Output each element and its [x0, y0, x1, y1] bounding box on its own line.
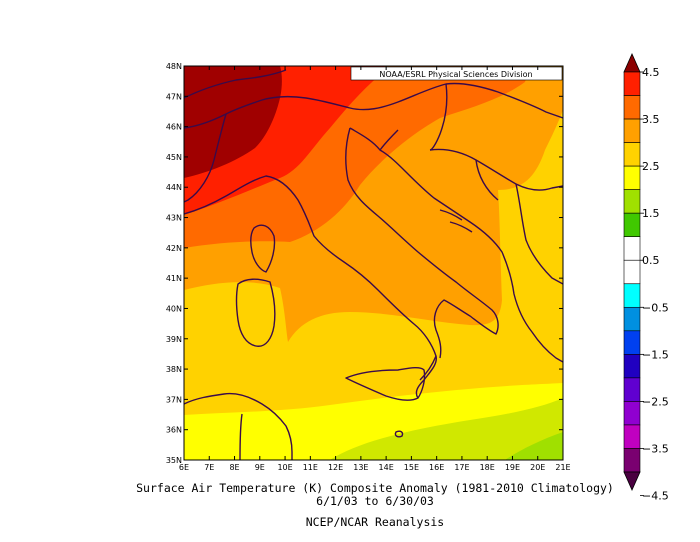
lon-tick-label: 14E — [379, 463, 394, 472]
colorbar-label: −0.5 — [642, 301, 669, 314]
longitude-ticks: 6E 7E 8E 9E 10E 11E 12E 13E 14E 15E 16E 17E 18E 19E 20… — [179, 66, 571, 472]
lat-tick-label: 36N — [166, 426, 182, 435]
lat-tick-label: 43N — [166, 214, 182, 223]
lat-tick-label: 35N — [166, 456, 182, 465]
lon-tick-label: 12E — [328, 463, 343, 472]
colorbar-segment — [623, 448, 641, 473]
colorbar-segment — [623, 306, 641, 332]
lon-tick-label: 7E — [204, 463, 214, 472]
colorbar-segment — [623, 330, 641, 355]
colorbar-segment — [623, 401, 641, 426]
caption-dates: 6/1/03 to 6/30/03 — [316, 494, 434, 508]
colorbar-label: −1.5 — [642, 348, 669, 361]
colorbar-top-arrow — [623, 53, 641, 73]
colorbar-segment — [623, 71, 641, 96]
lat-tick-label: 45N — [166, 153, 182, 162]
lat-tick-label: 47N — [166, 92, 182, 101]
lon-tick-label: 10E — [277, 463, 292, 472]
colorbar-segment — [623, 165, 641, 190]
colorbar-segment — [623, 259, 641, 285]
credit-box — [350, 66, 563, 81]
lon-tick-label: 13E — [353, 463, 368, 472]
contour-0p5-1p0 — [505, 432, 563, 460]
lon-tick-label: 6E — [179, 463, 189, 472]
lon-tick-label: 16E — [429, 463, 444, 472]
colorbar-segment — [623, 354, 641, 379]
lon-tick-label: 9E — [255, 463, 265, 472]
colorbar-label: −2.5 — [642, 395, 669, 408]
lon-tick-label: 20E — [530, 463, 545, 472]
colorbar-label: −4.5 — [642, 490, 669, 503]
colorbar-segment — [623, 236, 641, 261]
colorbar: 4.5 3.5 2.5 1.5 0.5 −0.5 −1.5 −2.5 −3.5 −4.5 — [623, 53, 669, 503]
lon-tick-label: 8E — [229, 463, 239, 472]
lon-tick-label: 11E — [303, 463, 318, 472]
colorbar-label: 0.5 — [642, 254, 660, 267]
colorbar-label: 4.5 — [642, 66, 660, 79]
colorbar-segment — [623, 189, 641, 214]
colorbar-label: 2.5 — [642, 160, 660, 173]
colorbar-label: 1.5 — [642, 207, 660, 220]
colorbar-segment — [623, 212, 641, 238]
colorbar-segment — [623, 377, 641, 402]
colorbar-label: 3.5 — [642, 113, 660, 126]
lon-tick-label: 19E — [505, 463, 520, 472]
colorbar-label: −3.5 — [642, 442, 669, 455]
colorbar-bottom-arrow — [623, 471, 641, 491]
lat-tick-label: 46N — [166, 123, 182, 132]
credit-text: NOAA/ESRL Physical Sciences Division — [379, 70, 532, 79]
caption-title: Surface Air Temperature (K) Composite An… — [136, 481, 614, 495]
lat-tick-label: 44N — [166, 183, 182, 192]
lon-tick-label: 18E — [480, 463, 495, 472]
lat-tick-label: 48N — [166, 62, 182, 71]
lon-tick-label: 17E — [454, 463, 469, 472]
lat-tick-label: 41N — [166, 274, 182, 283]
anomaly-field — [184, 66, 563, 460]
contour-1p0-1p5 — [330, 398, 563, 460]
map-frame — [183, 65, 564, 461]
colorbar-segment — [623, 283, 641, 308]
latitude-ticks: 35N 36N 37N 38N 39N 40N 41N 42N 43N 44N 45N 46N 47N 4… — [166, 62, 563, 465]
contour-gt-4p5 — [184, 66, 282, 178]
lon-tick-label: 21E — [555, 463, 570, 472]
colorbar-segment — [623, 142, 641, 167]
lat-tick-label: 40N — [166, 304, 182, 313]
coastlines — [184, 69, 563, 460]
colorbar-segment — [623, 118, 641, 143]
caption-source: NCEP/NCAR Reanalysis — [305, 515, 445, 529]
lat-tick-label: 39N — [166, 335, 182, 344]
colorbar-segment — [623, 424, 641, 449]
lat-tick-label: 38N — [166, 365, 182, 374]
colorbar-segment — [623, 95, 641, 120]
lon-tick-label: 15E — [404, 463, 419, 472]
lat-tick-label: 42N — [166, 244, 182, 253]
lat-tick-label: 37N — [166, 395, 182, 404]
